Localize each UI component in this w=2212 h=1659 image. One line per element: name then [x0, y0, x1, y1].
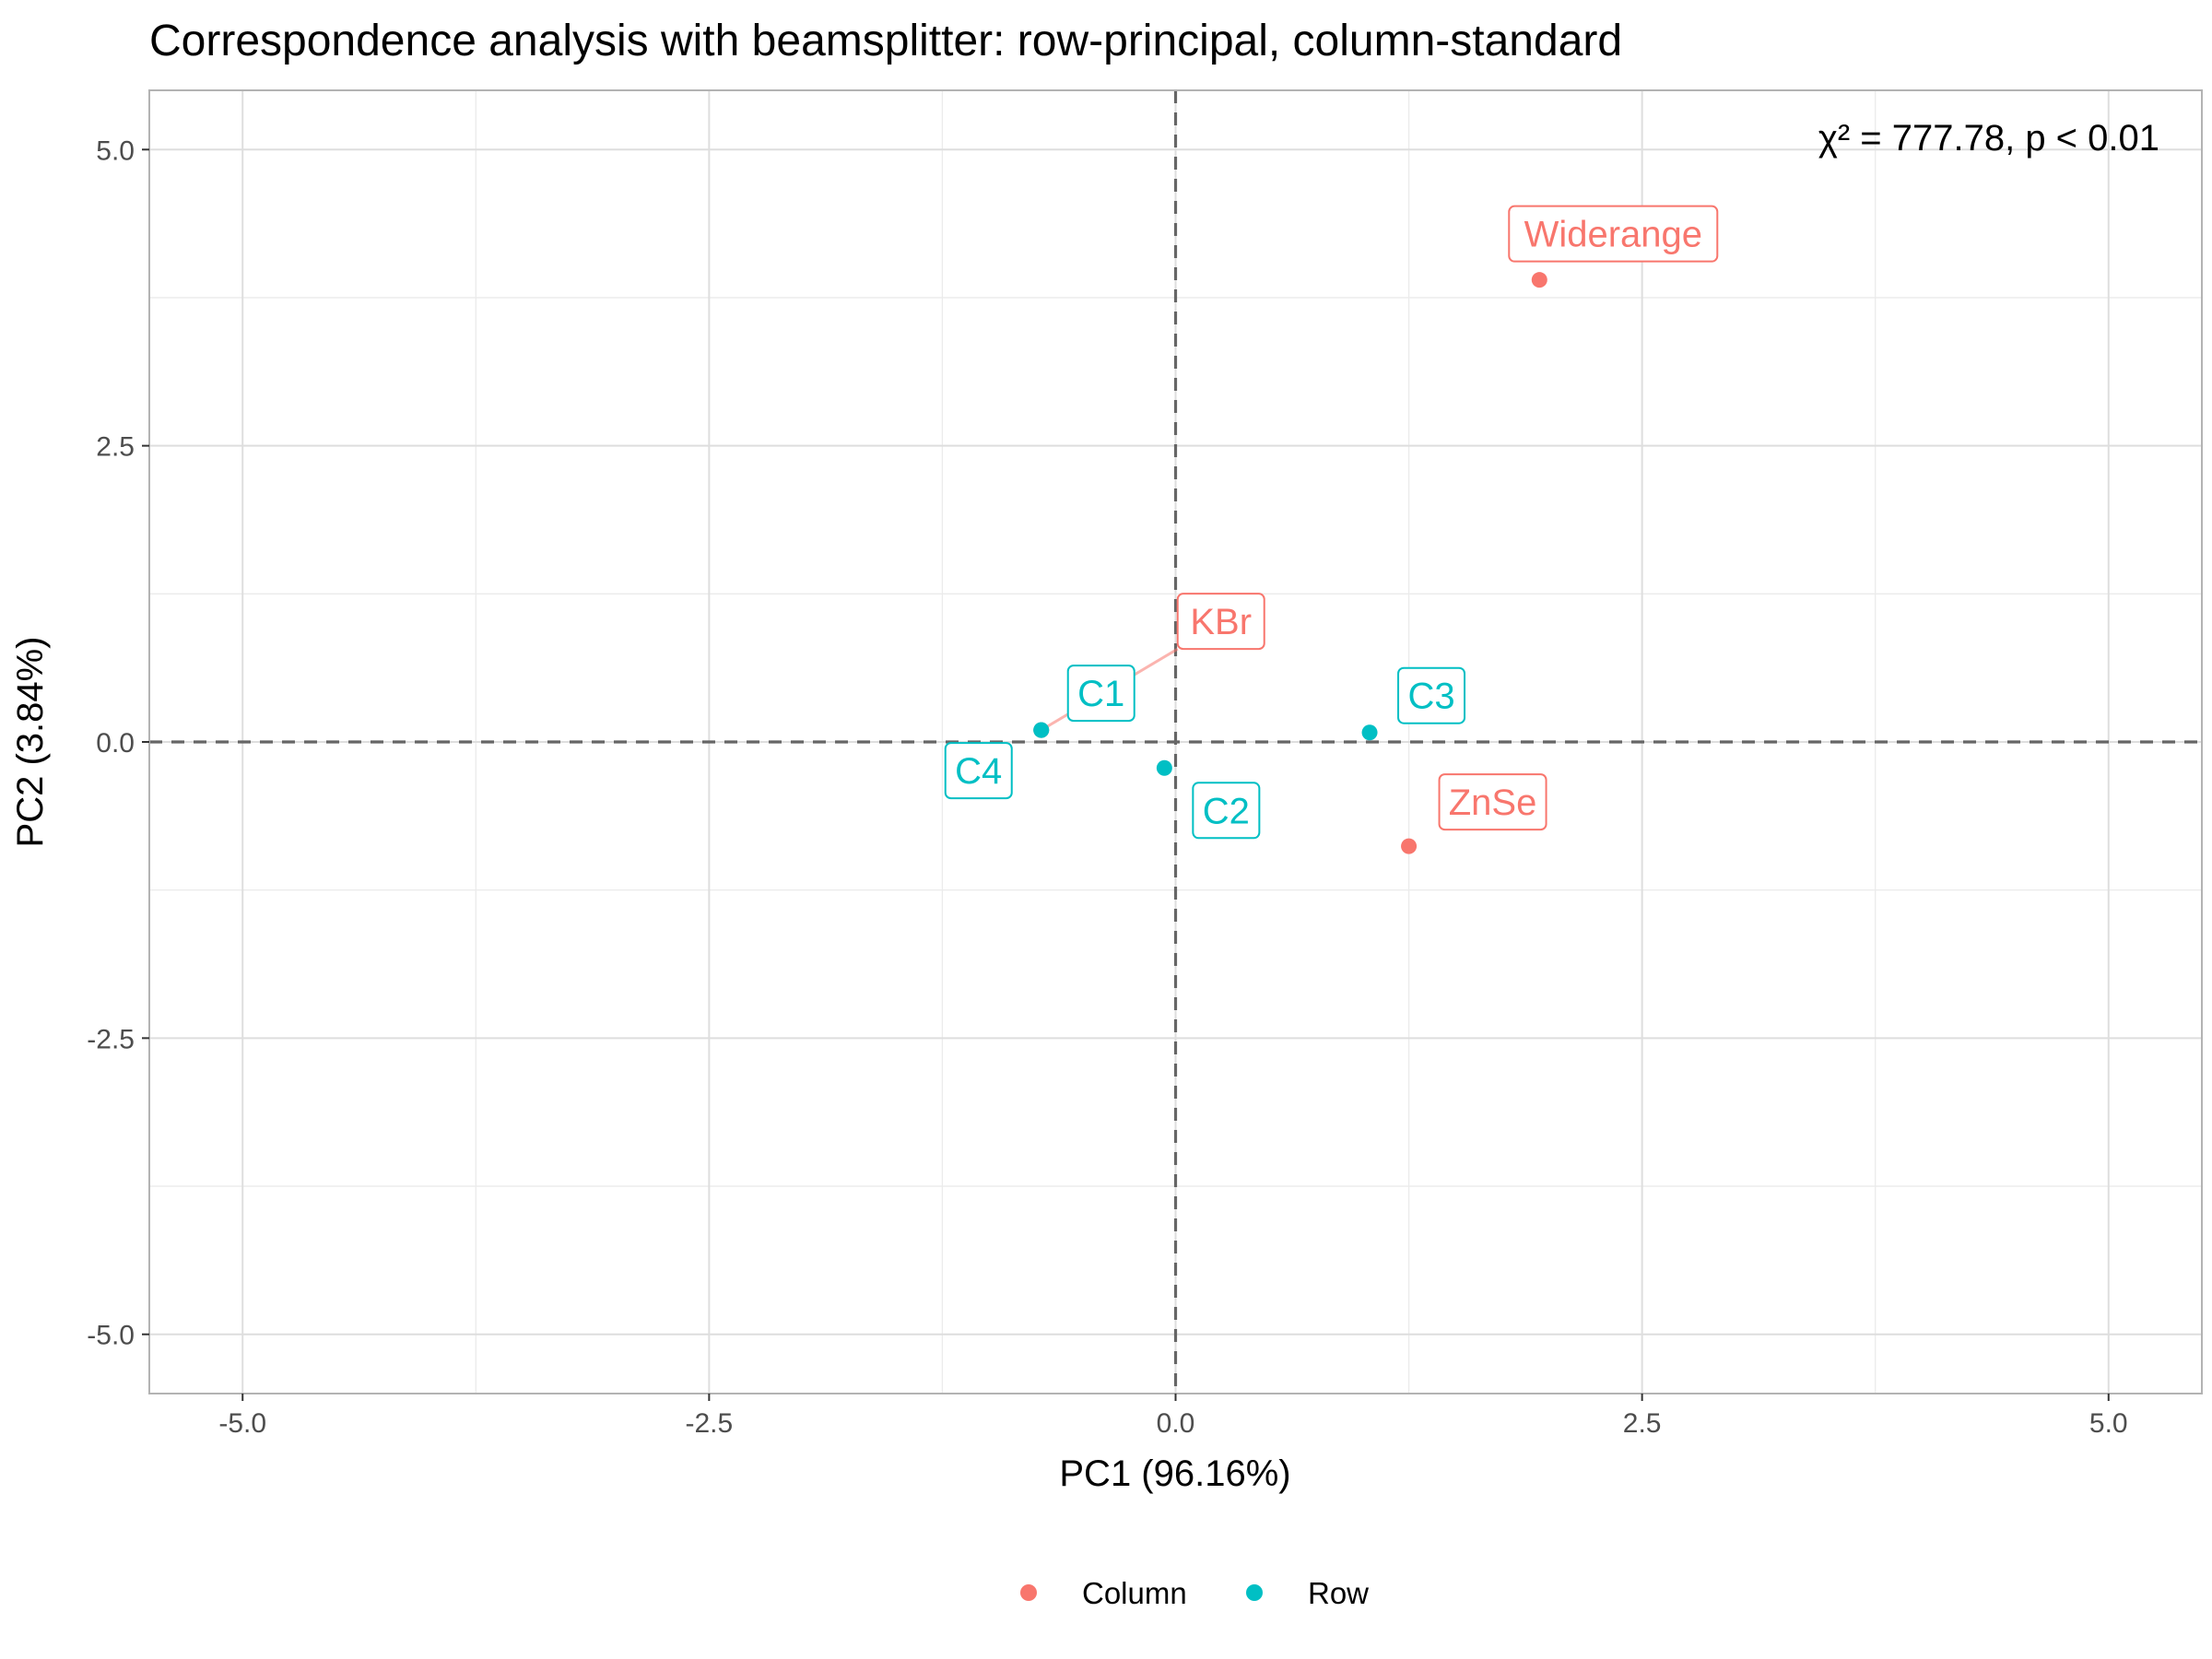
data-point [1156, 759, 1172, 776]
point-label: Widerange [1524, 215, 1702, 255]
reference-lines [149, 90, 2202, 1394]
x-tick-label: 0.0 [1157, 1408, 1195, 1439]
point-label-box [944, 742, 1013, 800]
legend-key [1246, 1584, 1263, 1601]
data-point [1401, 838, 1418, 854]
y-tick-label: -5.0 [87, 1321, 135, 1351]
data-point [1531, 272, 1547, 288]
x-tick-label: 2.5 [1623, 1408, 1662, 1439]
point-label-box [1397, 666, 1466, 724]
legend-label: Column [1082, 1576, 1187, 1610]
x-tick-label: 5.0 [2089, 1408, 2128, 1439]
y-axis-title: PC2 (3.84%) [10, 637, 51, 848]
point-labels: Widerange KBr ZnSe C1 C2 C3 C4 [944, 205, 1719, 840]
point-label-box [1176, 593, 1265, 651]
legend-label: Row [1308, 1576, 1369, 1610]
y-tick-label: 0.0 [96, 728, 135, 759]
point-label-box [1438, 773, 1547, 831]
point-label: C2 [1203, 791, 1250, 831]
x-tick-label: -5.0 [218, 1408, 266, 1439]
legend: Column Row [1020, 1576, 1369, 1610]
data-point [1033, 722, 1050, 738]
chi-square-annotation: χ² = 777.78, p < 0.01 [1818, 118, 2159, 159]
y-tick-label: 5.0 [96, 135, 135, 166]
tick-layer: -5.0 -2.5 0.0 2.5 5.0 -5.0 -2.5 0.0 2.5 5.0 [87, 135, 2127, 1439]
x-axis-title: PC1 (96.16%) [1059, 1453, 1290, 1494]
point-label: C4 [955, 751, 1002, 792]
data-point [1361, 724, 1378, 741]
chart-title: Correspondence analysis with beamsplitte… [149, 17, 1622, 65]
point-label: ZnSe [1449, 782, 1537, 823]
points-layer [1033, 272, 1547, 854]
point-label-box [1066, 665, 1135, 723]
y-tick-label: -2.5 [87, 1024, 135, 1054]
legend-key [1020, 1584, 1037, 1601]
point-label-box [1508, 205, 1719, 263]
y-tick-label: 2.5 [96, 432, 135, 463]
point-label: C3 [1407, 677, 1454, 717]
point-label-box [1192, 782, 1261, 840]
point-label: KBr [1190, 602, 1252, 642]
x-tick-label: -2.5 [686, 1408, 734, 1439]
point-label: C1 [1077, 674, 1124, 714]
